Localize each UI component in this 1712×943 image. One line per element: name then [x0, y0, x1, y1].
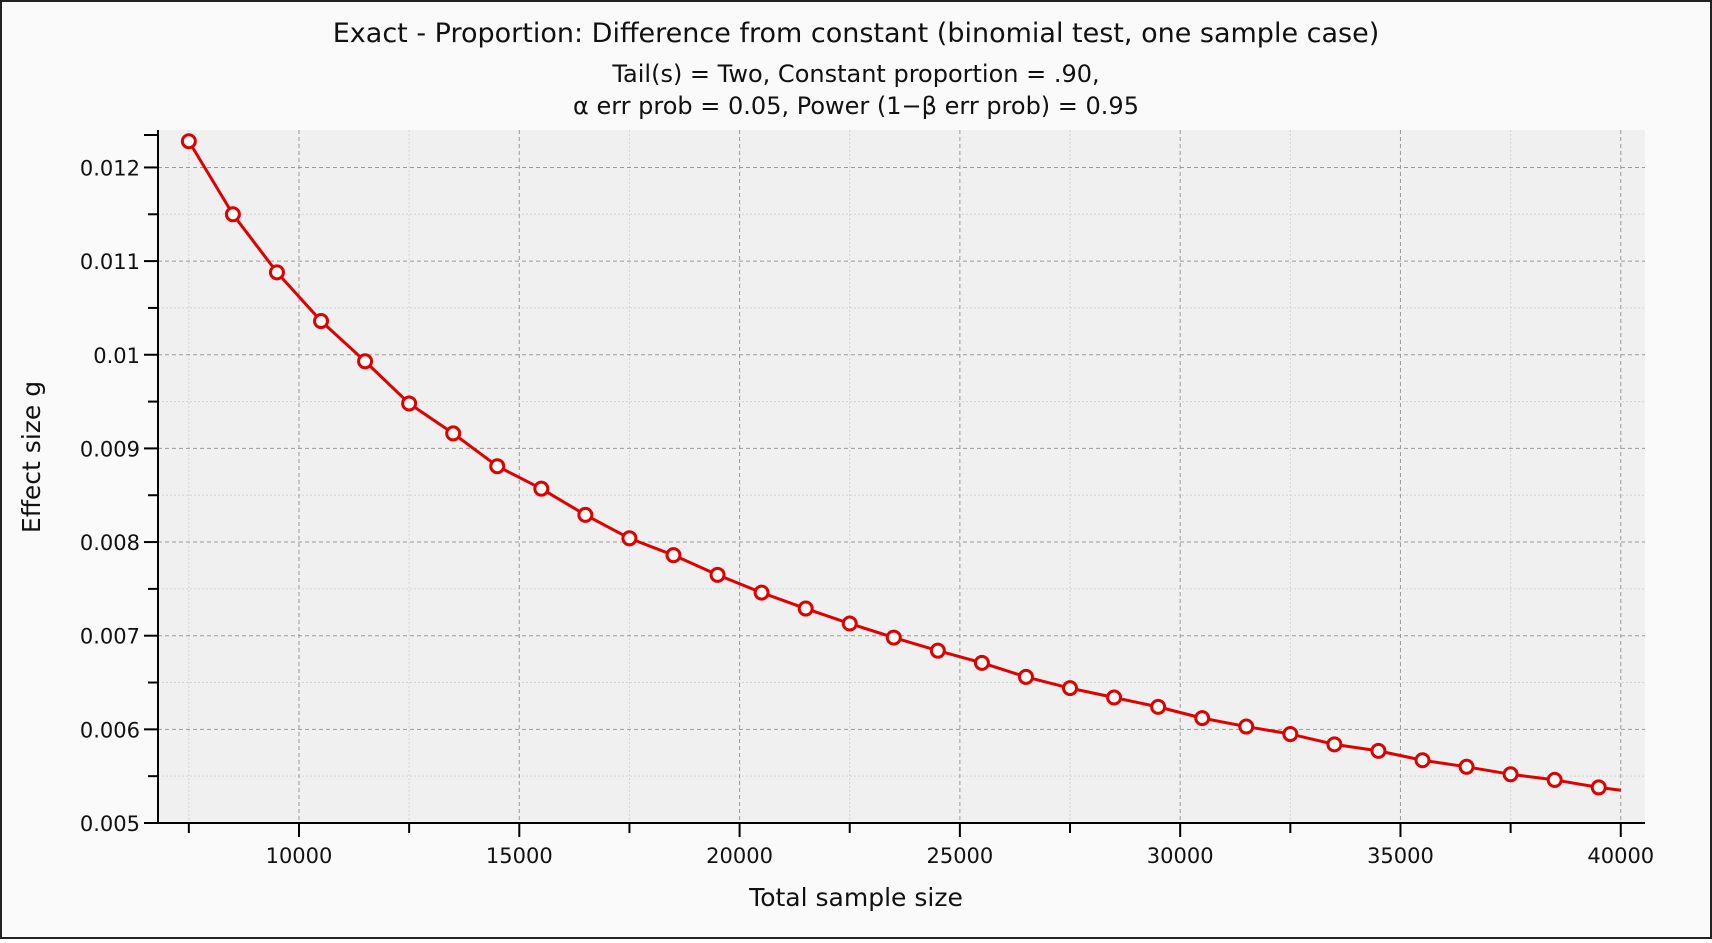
- data-point: [180, 133, 197, 150]
- chart-title: Exact - Proportion: Difference from cons…: [333, 18, 1380, 49]
- y-tick-label: 0.006: [80, 718, 140, 742]
- data-point: [1458, 758, 1475, 775]
- data-point: [841, 615, 858, 632]
- data-point: [1194, 710, 1211, 727]
- x-tick-label: 40000: [1587, 844, 1654, 868]
- data-point: [621, 530, 638, 547]
- data-point: [1502, 766, 1519, 783]
- data-point: [1326, 736, 1343, 753]
- data-point: [1590, 779, 1607, 796]
- y-tick-label: 0.007: [80, 625, 140, 649]
- data-point: [1017, 668, 1034, 685]
- series-line: [187, 140, 1621, 792]
- data-point: [268, 264, 285, 281]
- data-point: [401, 395, 418, 412]
- x-tick-label: 30000: [1147, 844, 1214, 868]
- y-axis-label: Effect size g: [17, 381, 46, 533]
- data-point: [797, 600, 814, 617]
- data-point: [357, 353, 374, 370]
- x-tick-label: 15000: [486, 844, 553, 868]
- data-point: [665, 547, 682, 564]
- data-point: [753, 584, 770, 601]
- data-point: [313, 313, 330, 330]
- data-point: [1062, 680, 1079, 697]
- x-axis-label: Total sample size: [748, 883, 963, 912]
- y-tick-label: 0.008: [80, 531, 140, 555]
- data-point: [577, 506, 594, 523]
- y-tick-label: 0.005: [80, 812, 140, 836]
- y-tick-label: 0.012: [80, 156, 140, 180]
- x-tick-label: 10000: [266, 844, 333, 868]
- data-point: [1238, 718, 1255, 735]
- data-point: [224, 206, 241, 223]
- data-point: [1370, 742, 1387, 759]
- data-point: [1546, 771, 1563, 788]
- data-point: [1414, 752, 1431, 769]
- x-tick-label: 35000: [1367, 844, 1434, 868]
- series: [180, 133, 1621, 796]
- axes: 10000 15000 20000 25000 30000 35000 40000 0.005…: [80, 130, 1654, 868]
- data-point: [973, 654, 990, 671]
- data-point: [1106, 689, 1123, 706]
- data-point: [1282, 726, 1299, 743]
- data-point: [709, 566, 726, 583]
- x-tick-label: 20000: [706, 844, 773, 868]
- data-point: [885, 629, 902, 646]
- data-point: [1150, 698, 1167, 715]
- y-tick-label: 0.011: [80, 250, 140, 274]
- data-point: [533, 480, 550, 497]
- x-tick-label: 25000: [926, 844, 993, 868]
- y-tick-label: 0.009: [80, 437, 140, 461]
- data-point: [489, 458, 506, 475]
- plot-area: [158, 130, 1645, 823]
- data-point: [929, 642, 946, 659]
- y-tick-label: 0.01: [93, 344, 140, 368]
- chart-subtitle-line-1: Tail(s) = Two, Constant proportion = .90…: [611, 60, 1099, 88]
- data-point: [445, 425, 462, 442]
- chart-subtitle-line-2: α err prob = 0.05, Power (1−β err prob) …: [573, 92, 1139, 120]
